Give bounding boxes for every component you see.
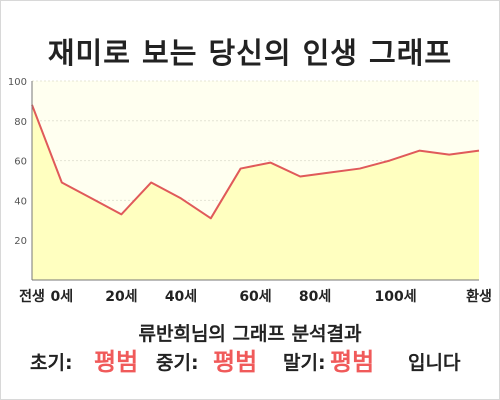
late-value: 평범	[330, 348, 375, 376]
x-tick-label: 전생	[19, 288, 45, 305]
life-chart: 20 40 60 80 100 전생 0세 20세 40세 60세 80세 100세 환생	[8, 77, 492, 305]
y-tick-label: 100	[8, 77, 27, 88]
area-fill	[32, 104, 479, 280]
x-tick-label: 80세	[299, 289, 331, 305]
middle-label: 중기:	[156, 352, 199, 374]
x-tick-label: 60세	[239, 289, 271, 305]
late-label: 말기:	[283, 352, 326, 374]
series-line	[31, 104, 480, 220]
x-tick-label: 20세	[105, 289, 137, 305]
y-tick-label: 60	[14, 157, 27, 168]
x-tick-label: 0세	[50, 289, 73, 305]
y-tick-label: 40	[14, 196, 27, 207]
result-title: 류반희님의 그래프 분석결과	[138, 323, 362, 345]
x-tick-label: 100세	[375, 289, 417, 305]
y-tick-label: 80	[14, 117, 27, 128]
result-suffix: 입니다	[408, 352, 461, 374]
y-tick-label: 20	[14, 236, 27, 247]
x-tick-label: 환생	[466, 288, 492, 305]
early-label: 초기:	[30, 352, 73, 374]
summary-line: 초기: 평범 중기: 평범 말기: 평범 입니다	[30, 344, 480, 380]
early-value: 평범	[94, 348, 139, 376]
page-title: 재미로 보는 당신의 인생 그래프	[47, 36, 453, 70]
x-tick-label: 40세	[165, 289, 197, 305]
middle-value: 평범	[213, 348, 258, 376]
